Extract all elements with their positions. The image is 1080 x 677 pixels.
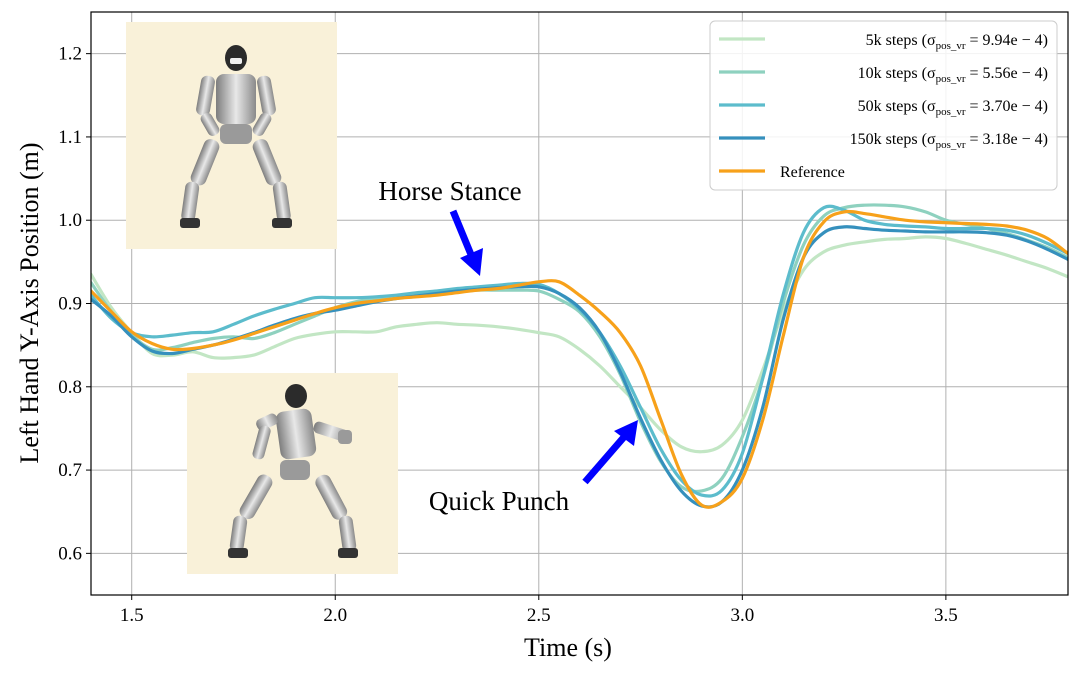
legend-label-3: 50k steps (σpos_vr = 3.70e − 4) xyxy=(858,98,1048,118)
x-tick-label: 2.0 xyxy=(323,605,347,626)
x-tick-label: 3.0 xyxy=(730,605,754,626)
y-axis-label: Left Hand Y-Axis Position (m) xyxy=(15,142,44,463)
legend: 5k steps (σpos_vr = 9.94e − 4) 10k steps … xyxy=(709,20,1058,191)
x-tick-label: 3.5 xyxy=(934,605,958,626)
annotation-horse-stance: Horse Stance xyxy=(378,176,522,276)
annotation-horse-stance-text: Horse Stance xyxy=(378,176,521,206)
x-tick-label: 1.5 xyxy=(120,605,144,626)
axis-ticks: 1.5 2.0 2.5 3.0 3.5 0.6 0.7 0.8 0.9 1.0 1.1 1.2 xyxy=(58,44,958,626)
y-tick-label: 0.9 xyxy=(58,294,82,315)
legend-label-5: Reference xyxy=(780,164,845,181)
humanoid-robot-horse-stance-image xyxy=(180,45,292,228)
y-tick-label: 1.0 xyxy=(58,210,82,231)
legend-label-1: 5k steps (σpos_vr = 9.94e − 4) xyxy=(866,32,1048,52)
y-tick-label: 1.1 xyxy=(58,127,82,148)
arrow-up-right-icon xyxy=(582,420,638,485)
y-tick-label: 0.8 xyxy=(58,377,82,398)
y-tick-label: 0.7 xyxy=(58,460,82,481)
series-line-5 xyxy=(91,209,1068,509)
series-layer xyxy=(91,203,1068,509)
arrow-down-icon xyxy=(449,209,483,276)
series-line-2 xyxy=(91,203,1068,494)
y-tick-label: 1.2 xyxy=(58,44,82,65)
inset-horse-stance xyxy=(126,22,337,249)
y-tick-label: 0.6 xyxy=(58,543,82,564)
legend-label-2: 10k steps (σpos_vr = 5.56e − 4) xyxy=(858,65,1048,85)
inset-quick-punch xyxy=(187,373,398,574)
legend-label-4: 150k steps (σpos_vr = 3.18e − 4) xyxy=(850,131,1048,151)
series-line-1 xyxy=(91,235,1068,454)
annotation-quick-punch-text: Quick Punch xyxy=(429,486,570,516)
x-axis-label: Time (s) xyxy=(524,633,612,662)
x-tick-label: 2.5 xyxy=(527,605,551,626)
annotation-quick-punch: Quick Punch xyxy=(429,420,638,516)
humanoid-robot-quick-punch-image xyxy=(228,384,358,558)
